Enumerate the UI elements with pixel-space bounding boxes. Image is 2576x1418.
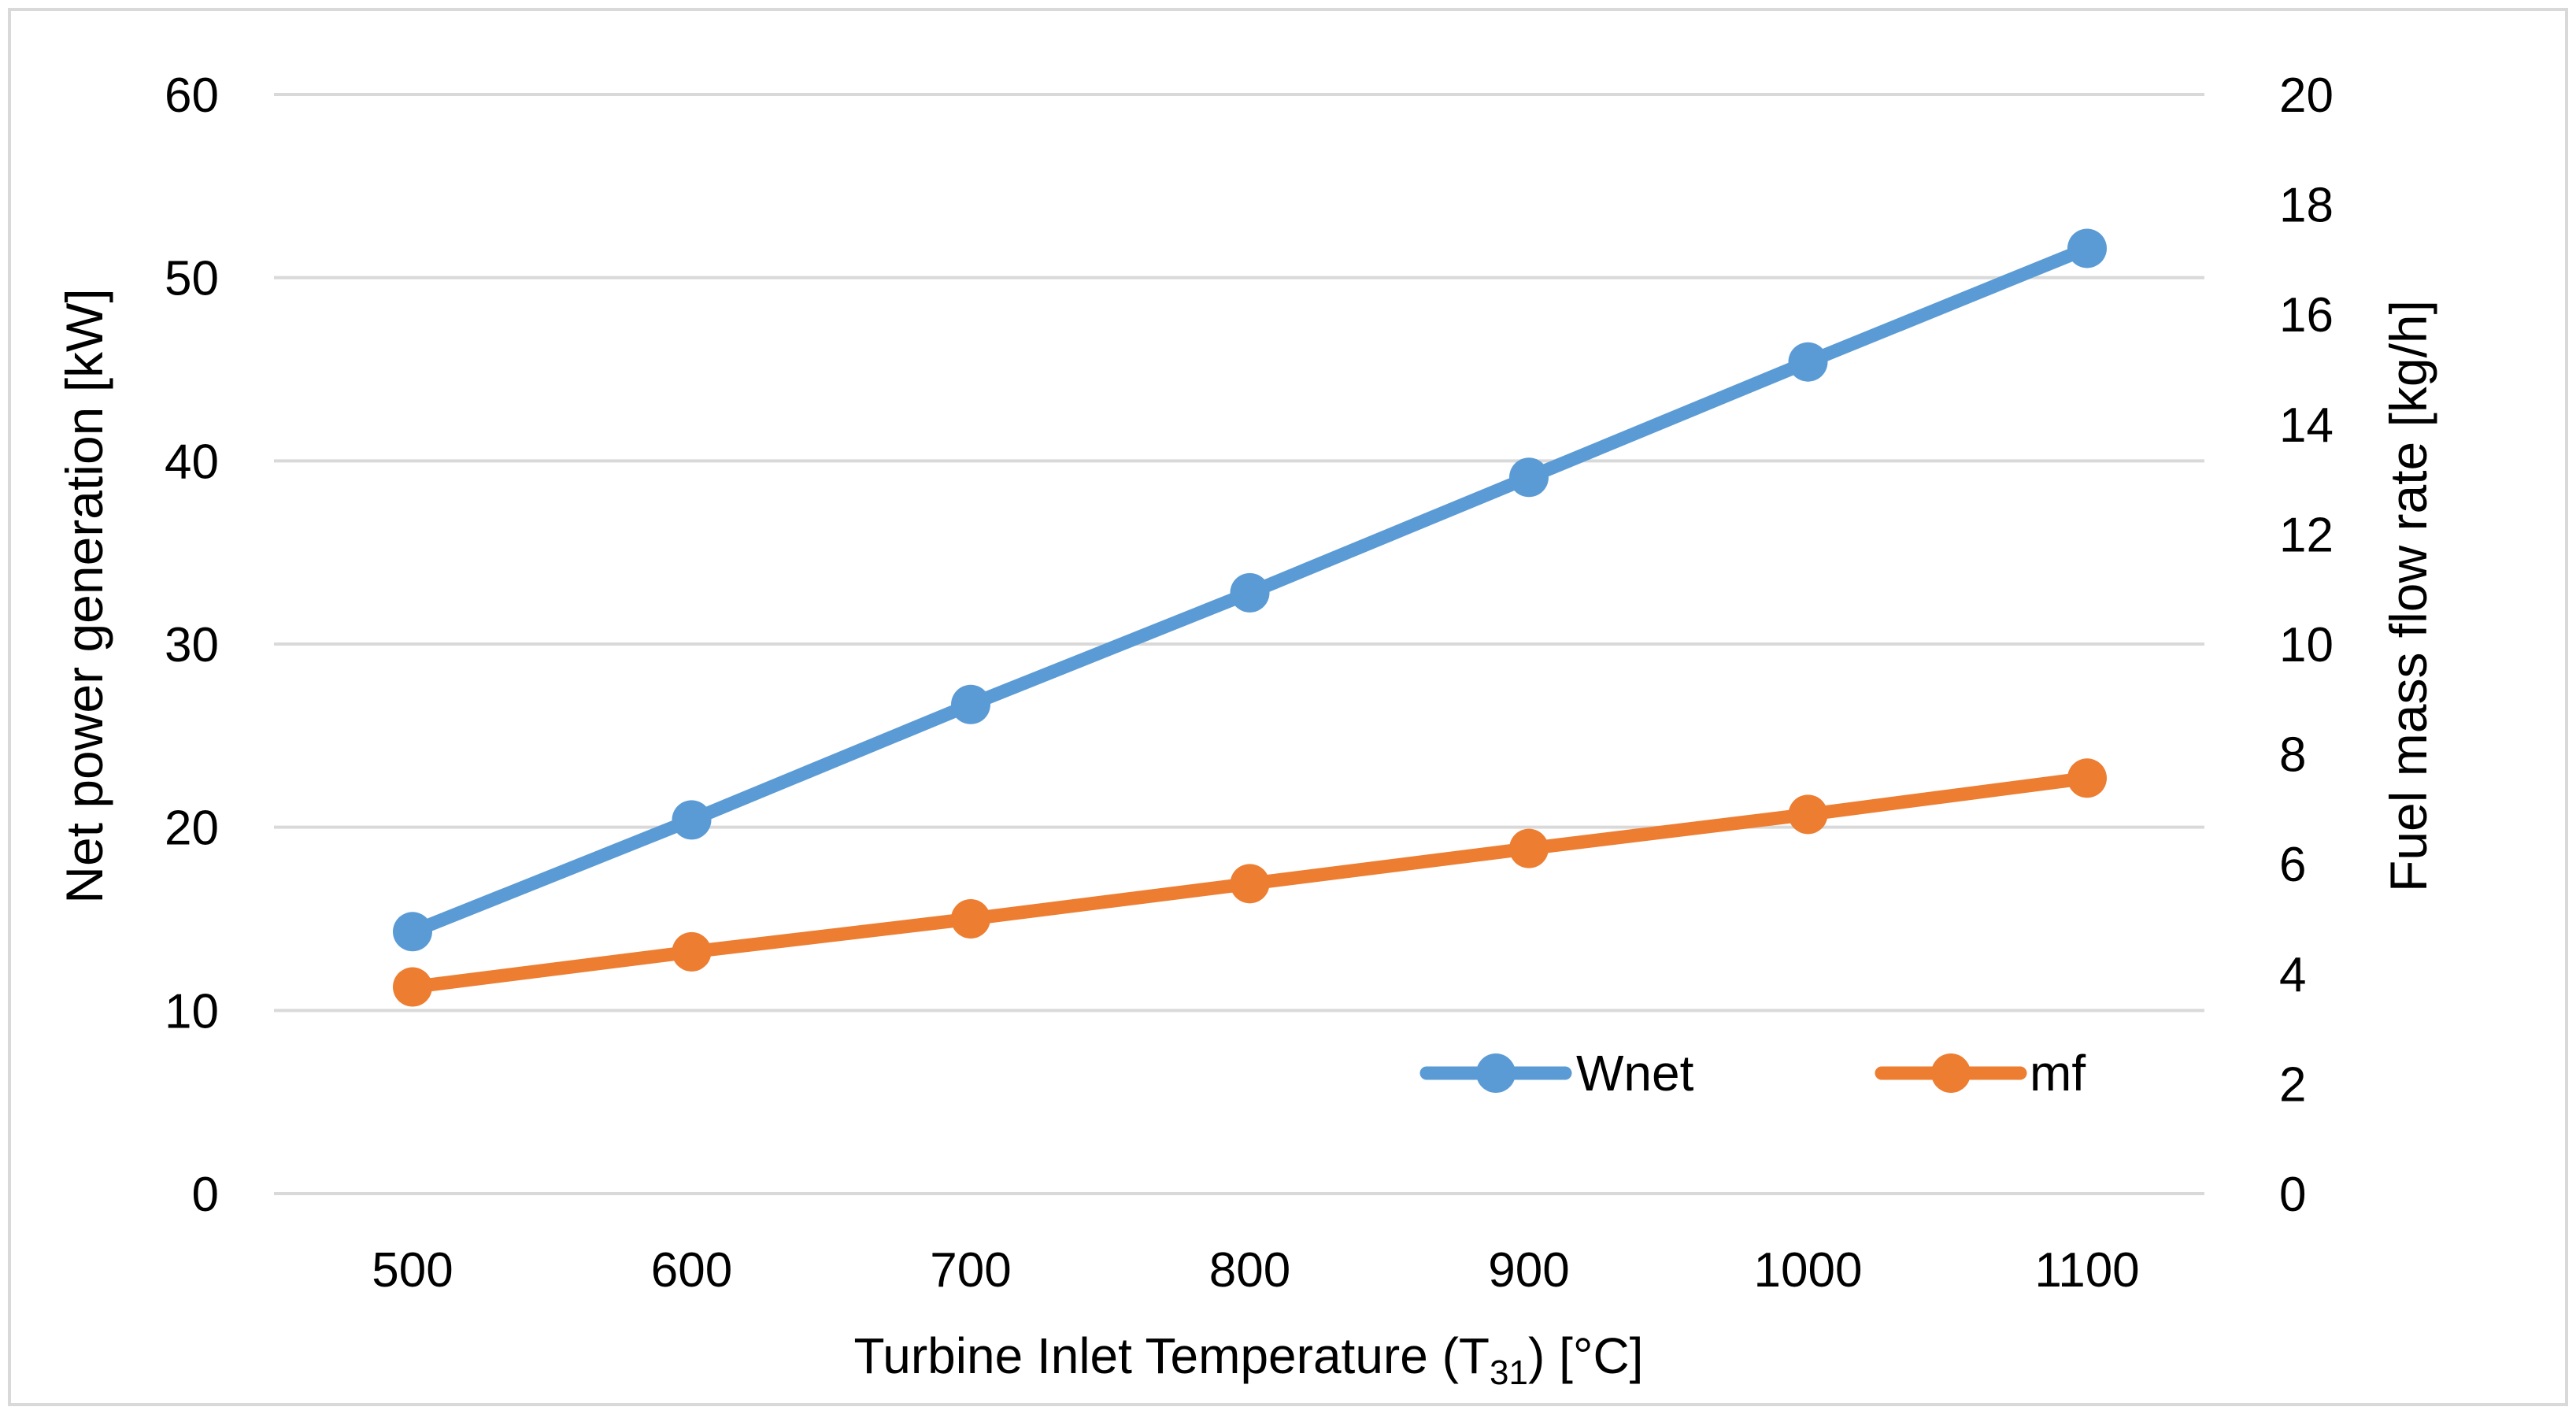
legend-item-mf: mf — [1875, 1045, 2086, 1101]
x-axis-title: Turbine Inlet Temperature (T31) [°C] — [854, 1327, 1644, 1392]
x-tick-label: 700 — [930, 1243, 1011, 1298]
data-point-wnet — [2067, 228, 2107, 268]
data-point-mf — [393, 967, 432, 1007]
x-tick-label: 1100 — [2034, 1243, 2139, 1298]
chart-border — [8, 8, 2568, 1406]
data-point-mf — [1230, 864, 1270, 904]
y-left-tick-label: 20 — [165, 802, 219, 856]
y-left-tick-label: 40 — [165, 435, 219, 489]
data-point-mf — [672, 931, 712, 972]
legend-marker-wnet — [1476, 1053, 1516, 1093]
series-mf — [393, 758, 2107, 1007]
y-left-tick-label: 10 — [165, 984, 219, 1039]
y-right-tick-label: 0 — [2279, 1168, 2306, 1222]
y-right-tick-label: 12 — [2279, 508, 2334, 562]
x-tick-label: 500 — [372, 1243, 453, 1298]
legend-label-mf: mf — [2030, 1045, 2086, 1101]
data-point-mf — [1509, 828, 1549, 868]
series-layer — [393, 228, 2107, 1007]
data-point-wnet — [1230, 572, 1270, 613]
y-left-tick-label: 0 — [192, 1168, 219, 1222]
legend-marker-mf — [1931, 1053, 1971, 1093]
x-tick-label: 900 — [1488, 1243, 1569, 1298]
data-point-mf — [1788, 794, 1828, 835]
y-right-tick-label: 18 — [2279, 179, 2334, 233]
data-point-wnet — [1509, 457, 1549, 498]
y-left-tick-label: 60 — [165, 68, 219, 123]
left-axis-ticks: 0 10 20 30 40 50 60 — [165, 68, 219, 1222]
x-tick-label: 600 — [651, 1243, 732, 1298]
x-axis-ticks: 500 600 700 800 900 1000 1100 — [372, 1243, 2139, 1298]
y-right-tick-label: 2 — [2279, 1057, 2306, 1112]
gridlines — [274, 93, 2204, 1195]
y-right-tick-label: 6 — [2279, 838, 2306, 892]
data-point-wnet — [672, 800, 712, 840]
y-right-tick-label: 14 — [2279, 398, 2334, 453]
data-point-wnet — [951, 684, 990, 724]
y-right-tick-label: 16 — [2279, 288, 2334, 342]
x-axis-title-suffix: ) [°C] — [1528, 1327, 1643, 1384]
data-point-mf — [951, 899, 990, 939]
right-axis-ticks: 0 2 4 6 8 10 12 14 16 18 20 — [2279, 68, 2334, 1222]
data-point-wnet — [1788, 342, 1828, 382]
y-axis-left-title: Net power generation [kW] — [55, 288, 113, 903]
x-tick-label: 800 — [1209, 1243, 1290, 1298]
y-right-tick-label: 4 — [2279, 948, 2306, 1002]
x-axis-title-subscript: 31 — [1490, 1353, 1528, 1392]
data-point-wnet — [393, 912, 432, 952]
series-wnet — [393, 228, 2107, 952]
y-left-tick-label: 50 — [165, 252, 219, 306]
y-right-tick-label: 8 — [2279, 728, 2306, 783]
y-right-tick-label: 20 — [2279, 68, 2334, 123]
x-axis-title-main: Turbine Inlet Temperature (T — [854, 1327, 1490, 1384]
legend-label-wnet: Wnet — [1576, 1045, 1694, 1101]
y-left-tick-label: 30 — [165, 618, 219, 672]
x-tick-label: 1000 — [1754, 1243, 1863, 1298]
y-right-tick-label: 10 — [2279, 618, 2334, 672]
legend: Wnet mf — [1419, 1045, 2086, 1101]
y-axis-right-title: Fuel mass flow rate [kg/h] — [2379, 300, 2437, 892]
data-point-mf — [2067, 758, 2107, 798]
legend-item-wnet: Wnet — [1419, 1045, 1694, 1101]
